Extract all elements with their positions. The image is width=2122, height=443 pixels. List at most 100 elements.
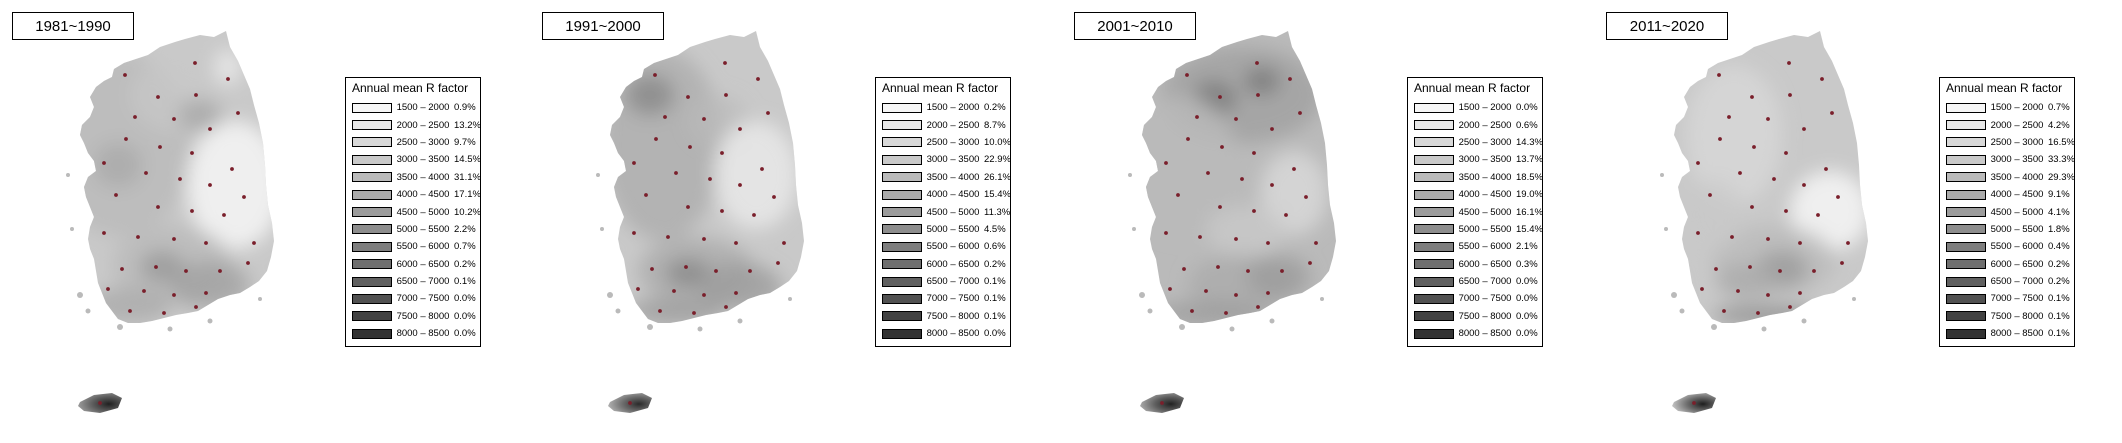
legend-range: 1500 – 2000 (1990, 102, 2044, 114)
weather-station-dot (1240, 177, 1244, 181)
weather-station-dot (156, 205, 160, 209)
weather-station-dot (1204, 289, 1208, 293)
legend-range: 4500 – 5000 (1990, 206, 2044, 218)
legend-percentage: 29.3% (2048, 171, 2075, 183)
legend-percentage: 0.1% (454, 276, 476, 288)
r-factor-zone (1246, 255, 1310, 299)
weather-station-dot (1778, 269, 1782, 273)
weather-station-dot (1198, 235, 1202, 239)
legend-range: 3000 – 3500 (1458, 154, 1512, 166)
legend-row: 1500 – 2000 0.0% (1414, 99, 1538, 116)
legend-range: 4500 – 5000 (1458, 206, 1512, 218)
weather-station-dot (653, 73, 657, 77)
legend-swatch (1414, 189, 1454, 200)
r-factor-zone (626, 75, 674, 115)
legend-row: 6000 – 6500 0.2% (352, 256, 476, 273)
legend-percentage: 0.2% (2048, 276, 2070, 288)
legend-range: 5000 – 5500 (1458, 223, 1512, 235)
weather-station-dot (1700, 287, 1704, 291)
weather-station-dot (1206, 171, 1210, 175)
legend-percentage: 0.9% (454, 102, 476, 114)
weather-station-dot (1255, 61, 1259, 65)
weather-station-dot (102, 161, 106, 165)
legend-range: 2500 – 3000 (926, 136, 980, 148)
island (70, 227, 74, 231)
legend-range: 4000 – 4500 (1458, 189, 1512, 201)
legend-row: 7000 – 7500 0.0% (1414, 290, 1538, 307)
legend-swatch (1946, 154, 1986, 165)
weather-station-dot (738, 183, 742, 187)
weather-station-dot (1190, 309, 1194, 313)
legend-range: 2000 – 2500 (1458, 119, 1512, 131)
island (1852, 297, 1856, 301)
legend: Annual mean R factor 1500 – 2000 0.2% 2000 … (875, 77, 1011, 347)
r-factor-zone (187, 121, 274, 249)
island (1671, 292, 1677, 298)
r-factor-zone (1142, 95, 1238, 235)
r-factor-zone (1244, 67, 1280, 95)
legend-swatch (352, 311, 392, 322)
weather-station-dot (1788, 93, 1792, 97)
map-panel: 1981~1990 Annual mean R factor 1500 – 2000… (0, 0, 530, 443)
island (258, 297, 262, 301)
legend-range: 6000 – 6500 (396, 258, 450, 270)
island (1664, 227, 1668, 231)
legend-swatch (1946, 224, 1986, 235)
weather-station-dot (1798, 291, 1802, 295)
legend-swatch (352, 102, 392, 113)
weather-station-dot (123, 73, 127, 77)
legend-swatch (1414, 311, 1454, 322)
weather-station-dot (1736, 289, 1740, 293)
weather-station-dot (724, 305, 728, 309)
legend-row: 8000 – 8500 0.1% (1946, 325, 2070, 342)
weather-station-dot (1218, 205, 1222, 209)
r-factor-zone (1790, 171, 1868, 251)
legend-swatch (882, 276, 922, 287)
legend-swatch (1946, 276, 1986, 287)
weather-station-dot (1224, 311, 1228, 315)
weather-station-dot (1840, 261, 1844, 265)
weather-station-dot (1752, 145, 1756, 149)
legend-percentage: 0.6% (1516, 119, 1538, 131)
legend-range: 2000 – 2500 (396, 119, 450, 131)
weather-station-dot (1182, 267, 1186, 271)
legend-title: Annual mean R factor (352, 81, 469, 95)
weather-station-dot (1722, 309, 1726, 313)
weather-station-dot (738, 127, 742, 131)
legend-range: 7500 – 8000 (1990, 310, 2044, 322)
legend-row: 7500 – 8000 0.0% (352, 308, 476, 325)
map-panel: 1991~2000 Annual mean R factor 1500 – 2000… (530, 0, 1060, 443)
island (615, 308, 621, 314)
weather-station-dot (1812, 269, 1816, 273)
weather-station-dot (708, 177, 712, 181)
legend-swatch (882, 120, 922, 131)
weather-station-dot (720, 151, 724, 155)
legend-row: 5000 – 5500 2.2% (352, 221, 476, 238)
legend-range: 6500 – 7000 (926, 276, 980, 288)
legend-range: 3000 – 3500 (1990, 154, 2044, 166)
legend-percentage: 0.2% (2048, 258, 2070, 270)
legend-swatch (352, 241, 392, 252)
weather-station-dot (1284, 213, 1288, 217)
legend-percentage: 0.2% (454, 258, 476, 270)
weather-station-dot (252, 241, 256, 245)
r-factor-zone (140, 251, 184, 283)
weather-station-dot (644, 193, 648, 197)
weather-station-dot (702, 293, 706, 297)
weather-station-dot (752, 213, 756, 217)
island (697, 326, 703, 332)
legend-range: 5000 – 5500 (926, 223, 980, 235)
legend-swatch (1414, 137, 1454, 148)
weather-station-dot (1787, 61, 1791, 65)
legend-percentage: 15.4% (984, 189, 1011, 201)
weather-station-dot (772, 195, 776, 199)
legend-percentage: 0.1% (984, 276, 1006, 288)
legend-range: 7000 – 7500 (1990, 293, 2044, 305)
legend-row: 4500 – 5000 16.1% (1414, 203, 1543, 220)
legend-row: 7500 – 8000 0.1% (882, 308, 1006, 325)
island (1147, 308, 1153, 314)
weather-station-dot (686, 205, 690, 209)
weather-station-dot (1185, 73, 1189, 77)
r-factor-zone (714, 121, 798, 229)
island (1229, 326, 1235, 332)
